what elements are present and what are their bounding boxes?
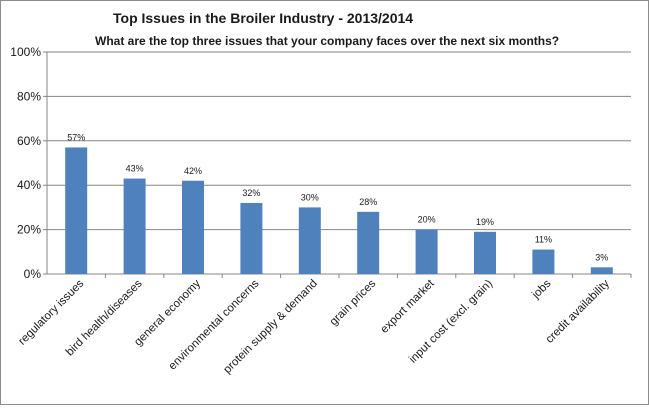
bar (182, 180, 204, 274)
data-label: 28% (359, 197, 377, 207)
x-category-label: jobs (529, 277, 553, 301)
data-label: 3% (595, 252, 608, 262)
bar (532, 249, 555, 274)
y-tick-label: 40% (17, 178, 41, 192)
data-label: 30% (301, 192, 319, 202)
x-category-label: protein supply & demand (221, 278, 319, 376)
data-label: 11% (535, 235, 552, 245)
bars (65, 147, 613, 274)
y-tick-label: 60% (17, 134, 41, 148)
chart-subtitle: What are the top three issues that your … (95, 34, 559, 48)
bar (357, 211, 380, 274)
x-category-label: grain prices (328, 277, 379, 328)
y-tick-label: 20% (17, 223, 41, 237)
bar (65, 147, 88, 274)
data-label: 42% (184, 166, 202, 176)
data-label: 32% (242, 188, 260, 198)
y-tick-label: 0% (24, 267, 42, 281)
data-label: 19% (476, 217, 494, 227)
y-axis-ticks: 0% 20% 40% 60% 80% 100% (10, 45, 41, 281)
bar (123, 178, 146, 274)
data-label: 43% (126, 164, 144, 174)
bar (590, 267, 613, 274)
chart-title: Top Issues in the Broiler Industry - 201… (113, 10, 413, 26)
data-label: 20% (418, 215, 436, 225)
y-tick-label: 100% (10, 45, 41, 59)
data-labels: 57% 43% 42% 32% 30% 28% 20% 19% 11% 3% (67, 132, 608, 262)
bar (415, 229, 438, 274)
bar (298, 207, 321, 274)
y-tick-label: 80% (17, 89, 41, 103)
x-category-label: export market (379, 277, 438, 336)
x-category-label: credit availability (544, 277, 612, 345)
data-label: 57% (67, 132, 85, 142)
bar (474, 231, 496, 274)
bar (240, 202, 263, 274)
